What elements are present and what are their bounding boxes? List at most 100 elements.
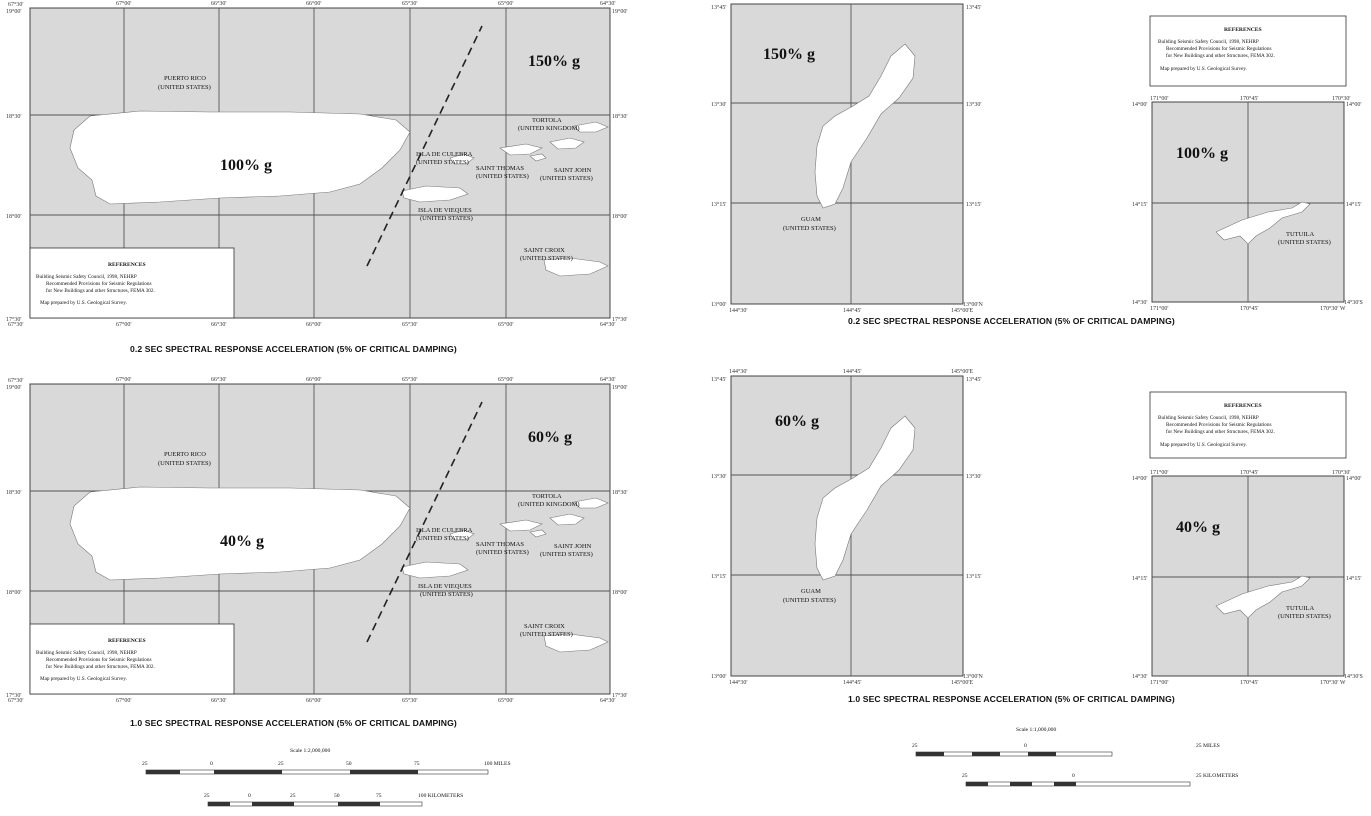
svg-text:Recommended Provisions for Sei: Recommended Provisions for Seismic Regul… [46, 280, 151, 287]
svg-text:144°45': 144°45' [843, 307, 861, 314]
svg-text:66°00': 66°00' [306, 321, 321, 328]
caption-pacific-1.0sec: 1.0 SEC SPECTRAL RESPONSE ACCELERATION (… [848, 694, 1175, 704]
svg-text:(UNITED STATES): (UNITED STATES) [540, 175, 593, 182]
svg-text:13°00': 13°00' [711, 673, 726, 680]
svg-text:TUTUILA: TUTUILA [1286, 231, 1314, 238]
svg-text:18°00': 18°00' [6, 589, 21, 596]
svg-text:14°15': 14°15' [1132, 201, 1147, 208]
svg-text:64°30': 64°30' [600, 376, 615, 383]
svg-text:14°30'S: 14°30'S [1344, 299, 1363, 306]
svg-text:65°30': 65°30' [402, 376, 417, 383]
svg-text:67°30': 67°30' [8, 1, 23, 8]
svg-text:SAINT JOHN: SAINT JOHN [554, 543, 592, 550]
svg-text:14°15': 14°15' [1346, 201, 1361, 208]
svg-text:Building Seismic Safety Counci: Building Seismic Safety Council, 1998, N… [36, 649, 137, 656]
svg-text:Building Seismic Safety Counci: Building Seismic Safety Council, 1998, N… [1158, 38, 1259, 45]
svg-text:13°00'N: 13°00'N [963, 673, 983, 680]
svg-text:(UNITED STATES): (UNITED STATES) [1278, 239, 1331, 246]
svg-text:REFERENCES: REFERENCES [1224, 403, 1262, 409]
svg-text:144°30': 144°30' [729, 307, 747, 314]
svg-text:13°00': 13°00' [711, 301, 726, 308]
svg-text:14°15': 14°15' [1346, 575, 1361, 582]
svg-text:64°30': 64°30' [600, 321, 615, 328]
svg-text:25: 25 [290, 793, 296, 799]
svg-text:100 KILOMETERS: 100 KILOMETERS [418, 793, 463, 799]
svg-text:67°00': 67°00' [116, 0, 131, 7]
svg-text:(UNITED STATES): (UNITED STATES) [416, 159, 469, 166]
svg-text:170°30': 170°30' [1332, 469, 1350, 476]
svg-text:TUTUILA: TUTUILA [1286, 605, 1314, 612]
svg-text:170°45': 170°45' [1240, 469, 1258, 476]
svg-text:67°30': 67°30' [8, 697, 23, 704]
svg-text:Map prepared by U.S. Geologica: Map prepared by U.S. Geological Survey. [1160, 66, 1247, 72]
svg-text:144°45': 144°45' [843, 679, 861, 686]
value-mainland: 100% g [220, 157, 272, 174]
svg-text:19°00': 19°00' [612, 8, 627, 15]
svg-text:Map prepared by U.S. Geologica: Map prepared by U.S. Geological Survey. [40, 300, 127, 306]
svg-text:64°30': 64°30' [600, 697, 615, 704]
svg-text:Building Seismic Safety Counci: Building Seismic Safety Council, 1998, N… [1158, 414, 1259, 421]
svg-text:18°00': 18°00' [612, 589, 627, 596]
svg-text:for New Buildings and other St: for New Buildings and other Structures, … [1166, 52, 1275, 59]
svg-text:25: 25 [204, 793, 210, 799]
svg-text:65°30': 65°30' [402, 697, 417, 704]
svg-text:(UNITED STATES): (UNITED STATES) [783, 225, 836, 232]
svg-text:ISLA DE CULEBRA: ISLA DE CULEBRA [416, 527, 473, 534]
svg-text:14°30': 14°30' [1132, 299, 1147, 306]
svg-text:for New Buildings and other St: for New Buildings and other Structures, … [46, 663, 155, 670]
svg-text:144°30': 144°30' [729, 679, 747, 686]
svg-text:0: 0 [248, 793, 251, 799]
svg-text:19°00': 19°00' [612, 384, 627, 391]
svg-text:0: 0 [210, 761, 213, 767]
svg-text:TORTOLA: TORTOLA [532, 117, 562, 124]
svg-text:(UNITED STATES): (UNITED STATES) [476, 173, 529, 180]
svg-text:171°00': 171°00' [1150, 679, 1168, 686]
svg-text:65°00': 65°00' [498, 0, 513, 7]
svg-text:13°30': 13°30' [966, 101, 981, 108]
svg-text:25 MILES: 25 MILES [1196, 743, 1220, 749]
svg-text:67°00': 67°00' [116, 697, 131, 704]
tutuila-map-0.2sec: 171°00' 170°45' 170°30' 14°00' 14°00' 14… [1132, 95, 1363, 312]
svg-text:17°30': 17°30' [6, 316, 21, 323]
svg-text:25: 25 [962, 773, 968, 779]
svg-text:SAINT THOMAS: SAINT THOMAS [476, 541, 524, 548]
svg-text:TORTOLA: TORTOLA [532, 493, 562, 500]
svg-text:170°30' W: 170°30' W [1320, 305, 1346, 312]
svg-text:100 MILES: 100 MILES [484, 761, 511, 767]
svg-text:18°30': 18°30' [6, 113, 21, 120]
svg-text:170°30': 170°30' [1332, 95, 1350, 102]
pr-scale-bar: Scale 1:2,000,000 25 0 25 50 75 100 MILE… [142, 748, 511, 807]
svg-text:144°45': 144°45' [843, 368, 861, 375]
svg-text:13°30': 13°30' [711, 101, 726, 108]
svg-text:Recommended Provisions for Sei: Recommended Provisions for Seismic Regul… [46, 656, 151, 663]
svg-text:13°30': 13°30' [966, 473, 981, 480]
svg-text:(UNITED KINGDOM): (UNITED KINGDOM) [518, 125, 580, 132]
tutuila-map-1.0sec: 171°00' 170°45' 170°30' 14°00' 14°00' 14… [1132, 469, 1363, 686]
svg-text:for New Buildings and other St: for New Buildings and other Structures, … [46, 287, 155, 294]
svg-text:14°30'S: 14°30'S [1344, 673, 1363, 680]
value-tutuila: 40% g [1176, 519, 1220, 536]
value-tutuila: 100% g [1176, 145, 1228, 162]
guam-map-1.0sec: 144°30' 144°45' 145°00'E 13°45' 13°45' 1… [711, 368, 983, 686]
svg-text:75: 75 [414, 761, 420, 767]
svg-text:(UNITED STATES): (UNITED STATES) [420, 215, 473, 222]
svg-text:SAINT THOMAS: SAINT THOMAS [476, 165, 524, 172]
svg-text:66°00': 66°00' [306, 376, 321, 383]
svg-text:18°30': 18°30' [6, 489, 21, 496]
svg-text:0: 0 [1024, 743, 1027, 749]
svg-text:19°00': 19°00' [6, 384, 21, 391]
svg-text:14°00': 14°00' [1346, 475, 1361, 482]
svg-text:REFERENCES: REFERENCES [108, 262, 146, 268]
svg-text:13°45': 13°45' [966, 376, 981, 383]
svg-text:66°30': 66°30' [211, 321, 226, 328]
svg-text:25: 25 [912, 743, 918, 749]
svg-text:14°30': 14°30' [1132, 673, 1147, 680]
svg-text:64°30': 64°30' [600, 0, 615, 7]
svg-text:65°30': 65°30' [402, 321, 417, 328]
svg-text:67°30': 67°30' [8, 377, 23, 384]
svg-text:145°00'E: 145°00'E [951, 307, 973, 314]
svg-text:18°00': 18°00' [6, 213, 21, 220]
svg-text:170°45': 170°45' [1240, 679, 1258, 686]
svg-text:GUAM: GUAM [801, 588, 821, 595]
